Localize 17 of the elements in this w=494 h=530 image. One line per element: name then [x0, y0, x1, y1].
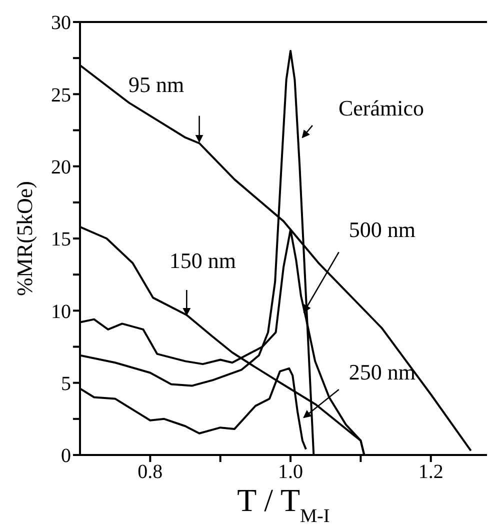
x-tick-label: 0.8: [138, 461, 163, 484]
y-axis-title: %MR(5kOe): [12, 181, 36, 296]
y-tick-label: 0: [61, 445, 71, 468]
x-tick-label: 1.2: [418, 461, 444, 484]
x-tick-label: 1.0: [278, 461, 304, 484]
annotation: 250 nm: [348, 359, 416, 384]
annotation: 500 nm: [348, 217, 416, 242]
y-tick-label: 15: [51, 228, 71, 251]
annotation: Cerámico: [338, 95, 424, 120]
y-tick-label: 10: [51, 300, 71, 323]
annotation: 150 nm: [169, 248, 236, 273]
y-tick-label: 20: [51, 156, 71, 178]
y-tick-label: 30: [51, 12, 71, 34]
y-tick-label: 25: [51, 84, 71, 106]
annotation: 95 nm: [128, 72, 184, 97]
x-axis-title: T / T$_{M-I}$: [237, 482, 330, 526]
y-tick-label: 5: [61, 372, 71, 395]
